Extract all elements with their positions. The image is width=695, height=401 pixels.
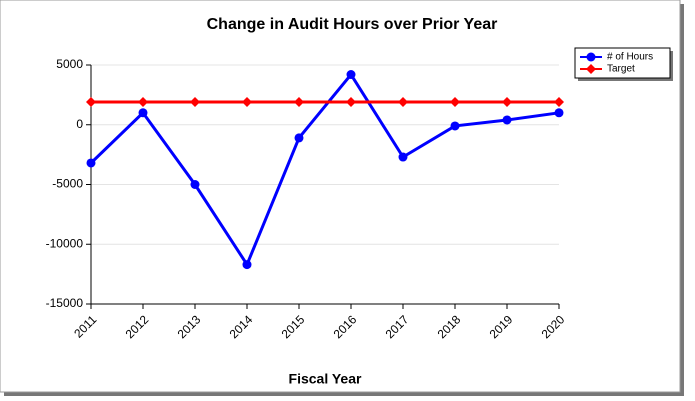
chart-title: Change in Audit Hours over Prior Year — [207, 16, 498, 33]
marker — [450, 121, 460, 131]
marker — [294, 133, 304, 143]
y-tick-label: -10000 — [46, 236, 84, 250]
marker — [242, 97, 252, 108]
y-tick-label: -5000 — [52, 177, 83, 191]
marker — [398, 152, 408, 162]
marker — [502, 97, 512, 108]
marker — [242, 260, 252, 270]
marker — [450, 97, 460, 108]
y-tick-label: 5000 — [56, 57, 83, 71]
marker — [138, 108, 148, 118]
marker — [346, 70, 356, 80]
marker — [398, 97, 408, 108]
marker — [502, 115, 512, 125]
y-tick-label: 0 — [76, 117, 83, 131]
marker — [294, 97, 304, 108]
marker — [586, 52, 596, 62]
marker — [138, 97, 148, 108]
x-axis-label: Fiscal Year — [289, 371, 362, 387]
legend-label: # of Hours — [607, 52, 653, 63]
marker — [586, 64, 596, 74]
marker — [554, 108, 564, 118]
y-tick-label: -15000 — [46, 296, 84, 310]
marker — [86, 97, 96, 108]
series-line — [89, 72, 560, 268]
legend-label: Target — [607, 64, 635, 75]
marker — [190, 180, 200, 189]
marker — [86, 158, 96, 168]
marker — [190, 97, 200, 108]
marker — [346, 97, 356, 108]
marker — [554, 97, 564, 108]
